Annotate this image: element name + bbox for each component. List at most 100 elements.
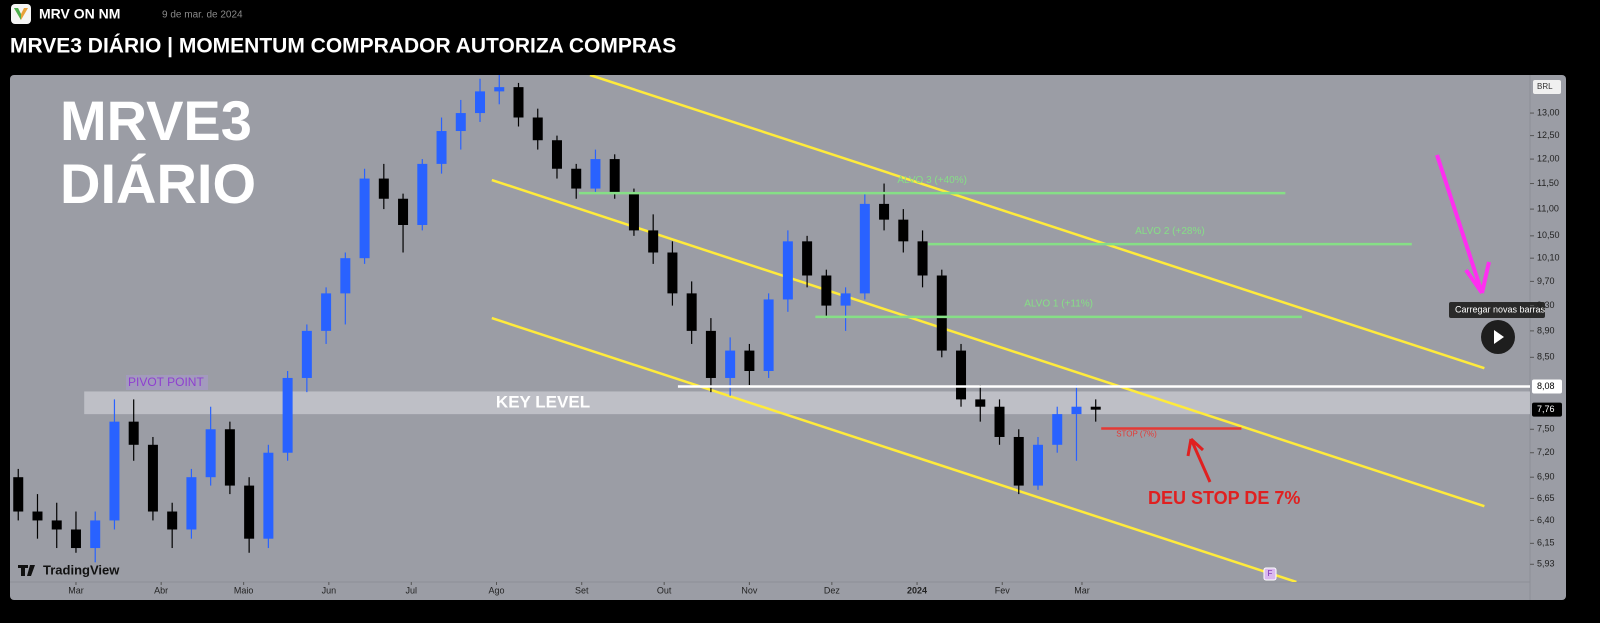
key-level-zone xyxy=(84,391,1530,415)
x-tick-label: Jul xyxy=(406,585,418,595)
y-tick-label: 6,65 xyxy=(1537,493,1555,503)
y-tick-label: 6,90 xyxy=(1537,472,1555,482)
event-marker[interactable] xyxy=(1263,567,1277,581)
tv-logo-mark xyxy=(18,565,35,576)
magenta-arrow xyxy=(1435,154,1491,295)
candle-body xyxy=(1090,406,1101,410)
price-marker xyxy=(1532,379,1562,394)
y-tick-label: 7,50 xyxy=(1537,424,1555,434)
event-marker-label: F xyxy=(1268,569,1273,578)
y-tick-label: 13,00 xyxy=(1537,107,1560,117)
candle-body xyxy=(378,178,389,199)
y-tick-label: 10,50 xyxy=(1537,230,1560,240)
y-tick-label: 9,70 xyxy=(1537,276,1555,286)
candle-body xyxy=(475,91,486,114)
price-marker-label: 7,76 xyxy=(1537,404,1555,414)
x-tick-label: Abr xyxy=(154,585,168,595)
y-tick-label: 12,00 xyxy=(1537,153,1560,163)
red-arrow xyxy=(1186,437,1212,483)
candle-body xyxy=(398,198,409,225)
y-tick-label: 8,90 xyxy=(1537,325,1555,335)
candle-body xyxy=(167,511,178,530)
candle-body xyxy=(186,477,197,530)
candle-body xyxy=(705,330,716,378)
level-label: STOP (7%) xyxy=(1116,430,1157,439)
price-marker-label: 8,08 xyxy=(1537,381,1555,391)
level-label: ALVO 3 (+40%) xyxy=(897,175,967,186)
tooltip xyxy=(1449,302,1545,318)
candle-body xyxy=(802,241,813,276)
candle-body xyxy=(975,399,986,407)
candle-body xyxy=(956,350,967,400)
annotation: PIVOT POINT xyxy=(128,375,204,389)
candle-body xyxy=(821,275,832,306)
candle-body xyxy=(224,429,235,486)
x-tick-label: Out xyxy=(657,585,672,595)
tooltip-text: Carregar novas barras xyxy=(1455,304,1546,314)
y-tick-label: 11,00 xyxy=(1537,203,1559,213)
candle-body xyxy=(994,406,1005,437)
candle-body xyxy=(609,159,620,194)
candle-body xyxy=(551,140,562,169)
annotation: DEU STOP DE 7% xyxy=(1148,488,1300,508)
candle-body xyxy=(282,377,293,453)
candle-body xyxy=(340,258,351,294)
candle-body xyxy=(879,203,890,220)
candle-body xyxy=(436,131,447,164)
channel-name[interactable]: MRV ON NM xyxy=(39,6,120,22)
x-tick-label: Ago xyxy=(489,585,505,595)
x-tick-label: Fev xyxy=(995,585,1011,595)
candle-body xyxy=(1013,436,1024,486)
y-tick-label: 6,15 xyxy=(1537,538,1555,548)
y-tick-label: 5,93 xyxy=(1537,559,1555,569)
y-tick-label: 10,10 xyxy=(1537,253,1560,263)
candle-body xyxy=(628,193,639,231)
candle-body xyxy=(763,299,774,371)
candle-body xyxy=(109,421,120,521)
watermark: MRVE3 xyxy=(60,89,252,152)
trendline xyxy=(589,75,1485,370)
y-tick-label: 8,50 xyxy=(1537,352,1555,362)
candle-body xyxy=(744,350,755,371)
trendline xyxy=(491,316,1297,582)
y-tick-label: 7,20 xyxy=(1537,447,1555,457)
logo-mark xyxy=(14,8,21,20)
candle-body xyxy=(128,421,139,445)
post-title: MRVE3 DIÁRIO | MOMENTUM COMPRADOR AUTORI… xyxy=(10,35,676,58)
candle-body xyxy=(725,350,736,378)
play-icon xyxy=(1494,330,1504,344)
candle-body xyxy=(263,452,274,539)
zone-label: KEY LEVEL xyxy=(496,392,590,411)
candle-body xyxy=(667,252,678,294)
candle-body xyxy=(13,477,24,512)
currency: BRL xyxy=(1537,82,1553,91)
candle-body xyxy=(32,511,43,521)
candle-body xyxy=(70,529,81,549)
post-date: 9 de mar. de 2024 xyxy=(162,10,243,21)
x-tick-label: Jun xyxy=(322,585,337,595)
x-tick-label: Maio xyxy=(234,585,254,595)
y-tick-label: 6,40 xyxy=(1537,515,1555,525)
annotation-bg xyxy=(126,375,208,390)
candle-body xyxy=(321,293,332,331)
x-tick-label: Set xyxy=(575,585,589,595)
x-tick-label: Dez xyxy=(824,585,841,595)
candle-body xyxy=(590,159,601,189)
y-tick-label: 11,50 xyxy=(1537,178,1559,188)
price-marker xyxy=(1532,402,1562,417)
candle-body xyxy=(51,520,62,530)
plot-area xyxy=(13,75,1530,582)
candle-body xyxy=(244,485,255,539)
candle-body xyxy=(1071,406,1082,415)
candle-body xyxy=(147,444,158,512)
candle-body xyxy=(205,429,216,478)
x-tick-label: Nov xyxy=(741,585,758,595)
candle-body xyxy=(417,163,428,225)
candle-body xyxy=(1052,414,1063,445)
y-tick-label: 9,30 xyxy=(1537,300,1555,310)
currency-badge xyxy=(1533,80,1561,94)
candle-body xyxy=(859,203,870,294)
candle-body xyxy=(686,293,697,331)
